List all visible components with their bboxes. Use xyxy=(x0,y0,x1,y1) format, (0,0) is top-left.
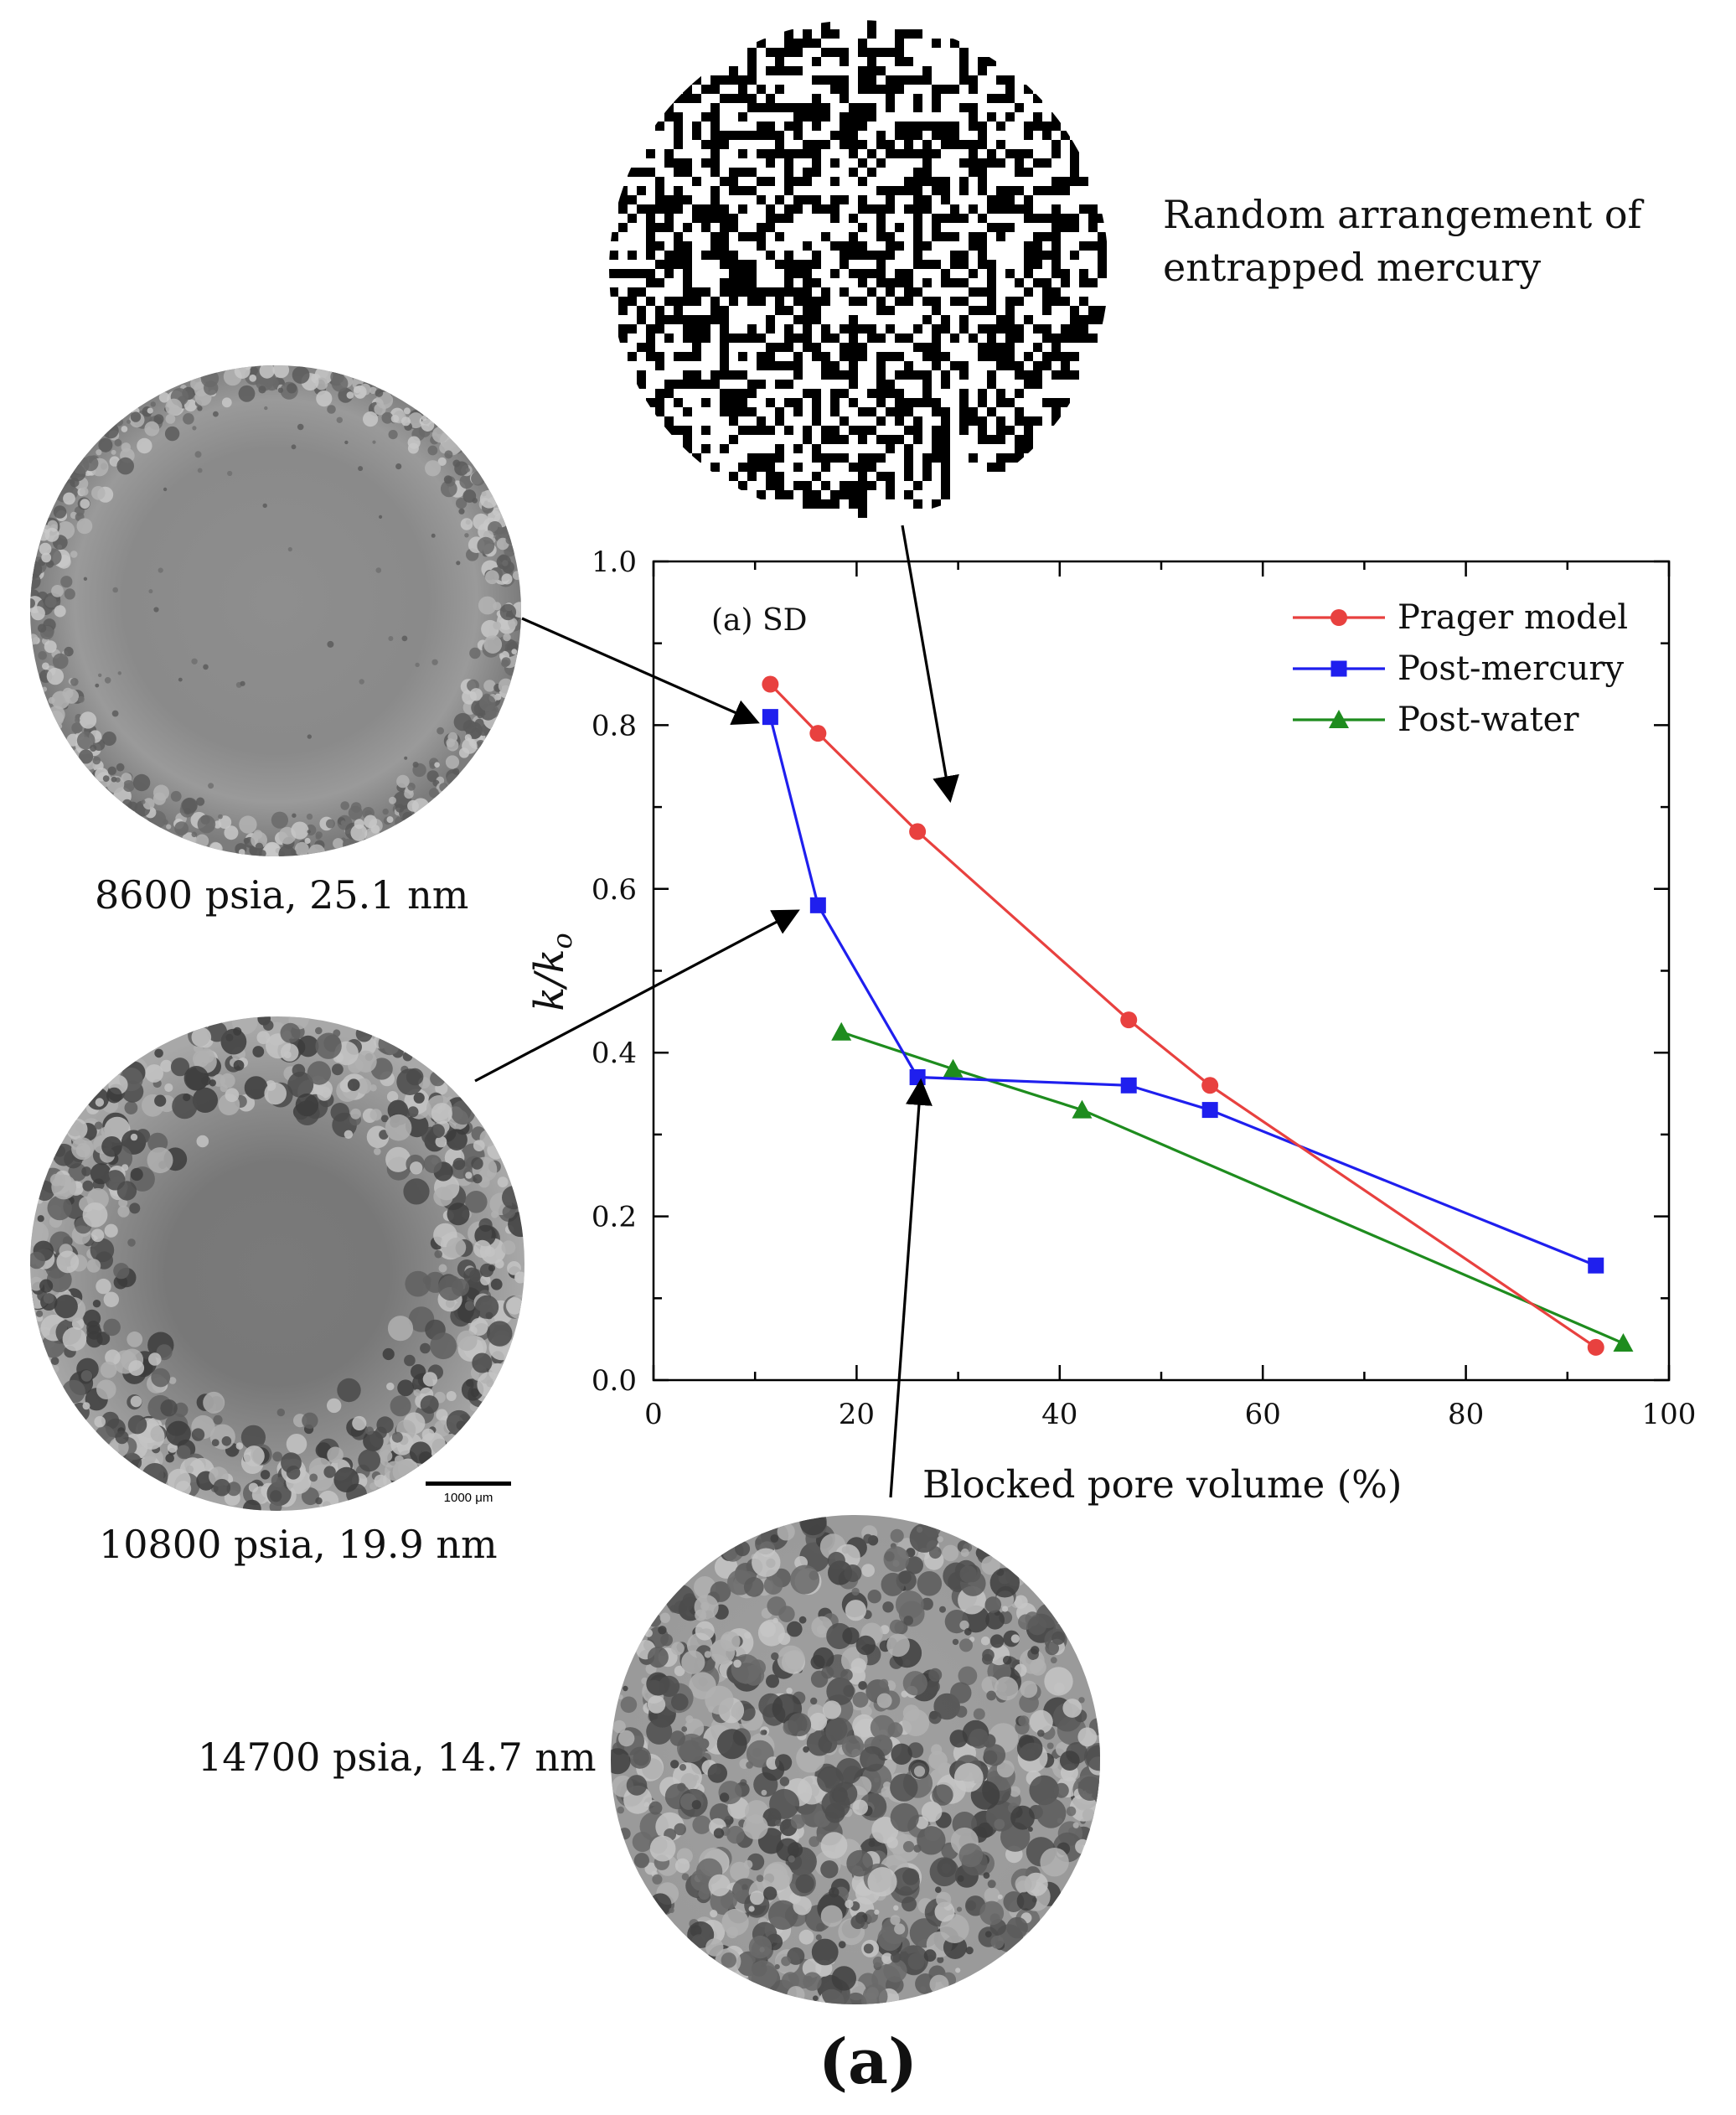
ct-image-8600-psia xyxy=(30,365,521,856)
y-tick-label: 0.2 xyxy=(592,1201,637,1234)
y-tick-label: 0.6 xyxy=(592,873,637,907)
data-point xyxy=(909,823,927,840)
y-tick-label: 1.0 xyxy=(592,546,637,579)
arrow-10800 xyxy=(474,909,800,1083)
x-tick-label: 60 xyxy=(1245,1398,1281,1431)
data-point xyxy=(1120,1011,1138,1029)
random-arrangement-caption: Random arrangement of entrapped mercury xyxy=(1163,192,1642,291)
data-point xyxy=(1587,1338,1604,1356)
legend-marker xyxy=(1330,660,1347,677)
caption-14700-psia: 14700 psia, 14.7 nm xyxy=(198,1735,597,1780)
data-point xyxy=(1201,1077,1219,1094)
series-line xyxy=(768,716,1597,1267)
arrow-8600 xyxy=(521,617,760,726)
data-point xyxy=(1613,1333,1634,1352)
data-point xyxy=(909,1069,926,1086)
y-axis-label: k/ko xyxy=(526,933,578,1011)
y-tick-label: 0.0 xyxy=(592,1364,637,1398)
ct-image-10800-psia xyxy=(30,1016,524,1511)
data-point xyxy=(1072,1099,1093,1119)
scale-bar-label: 1000 μm xyxy=(444,1491,493,1505)
caption-8600-psia: 8600 psia, 25.1 nm xyxy=(95,872,469,918)
series-post-mercury xyxy=(762,709,1604,1274)
arrow-random xyxy=(901,525,959,804)
legend-marker xyxy=(1329,710,1349,728)
data-point xyxy=(809,897,826,913)
legend: Prager model Post-mercury Post-water xyxy=(1293,598,1628,739)
legend-entry: Post-water xyxy=(1293,701,1579,739)
data-point xyxy=(943,1058,964,1078)
x-tick-label: 80 xyxy=(1448,1398,1484,1431)
y-tick-label: 0.8 xyxy=(592,709,637,742)
legend-label: Post-mercury xyxy=(1398,649,1625,688)
legend-label: Prager model xyxy=(1398,598,1628,637)
data-point xyxy=(1588,1257,1604,1274)
legend-label: Post-water xyxy=(1398,701,1579,739)
data-point xyxy=(809,725,827,742)
series-prager-model xyxy=(762,675,1604,1356)
random-mercury-pattern xyxy=(609,20,1108,520)
series-line xyxy=(769,683,1597,1349)
data-point xyxy=(1201,1102,1218,1119)
y-tick-label: 0.4 xyxy=(592,1037,637,1070)
legend-marker xyxy=(1330,609,1347,626)
data-point xyxy=(762,709,778,726)
x-tick-label: 100 xyxy=(1642,1398,1697,1431)
ct-image-14700-psia xyxy=(611,1515,1100,2004)
annotation-arrows xyxy=(474,525,959,1498)
x-tick-label: 40 xyxy=(1041,1398,1077,1431)
x-axis-label: Blocked pore volume (%) xyxy=(922,1462,1402,1507)
legend-entry: Post-mercury xyxy=(1293,649,1625,688)
figure-label: (a) xyxy=(819,2026,917,2098)
data-point xyxy=(762,675,779,693)
axes: 0 20 40 60 80 100 0.0 0.2 0.4 0.6 0.8 1.0 xyxy=(592,546,1697,1431)
data-point xyxy=(831,1021,852,1041)
arrow-14700 xyxy=(889,1078,933,1498)
series-layer xyxy=(762,675,1634,1356)
x-tick-label: 0 xyxy=(644,1398,663,1431)
series-post-water xyxy=(831,1021,1634,1352)
x-tick-label: 20 xyxy=(839,1398,875,1431)
legend-entry: Prager model xyxy=(1293,598,1628,637)
series-line xyxy=(840,1031,1625,1345)
data-point xyxy=(1120,1077,1137,1094)
scale-bar: 1000 μm xyxy=(426,1482,511,1505)
panel-label: (a) SD xyxy=(711,603,808,638)
caption-10800-psia: 10800 psia, 19.9 nm xyxy=(99,1522,498,1567)
